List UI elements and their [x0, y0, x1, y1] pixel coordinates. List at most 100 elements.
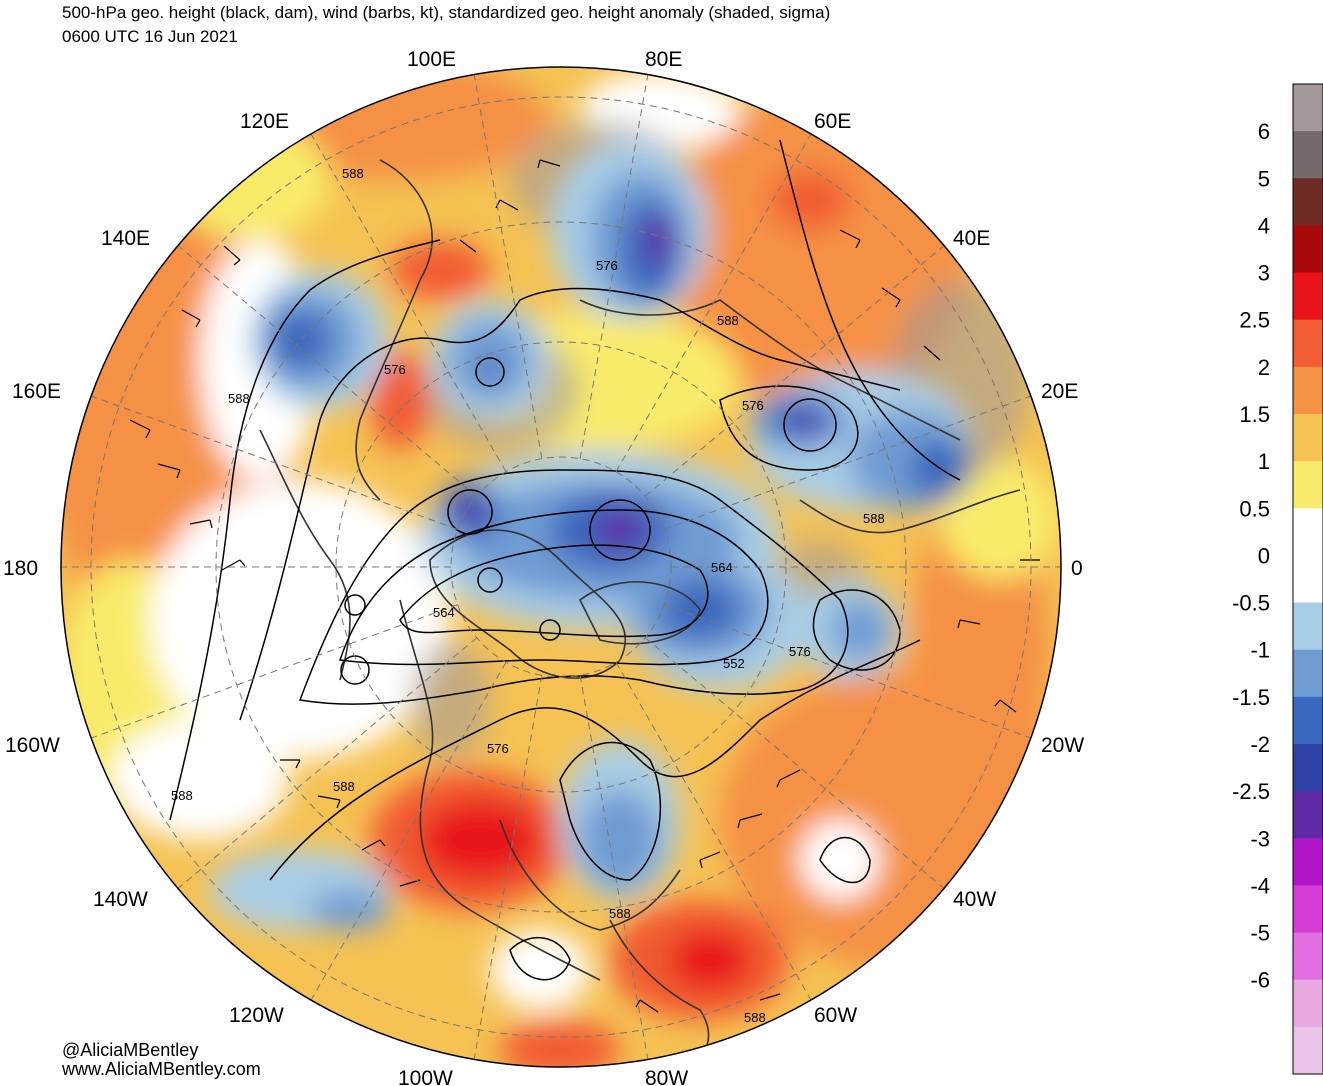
colorbar-label: 6: [1258, 119, 1270, 144]
colorbar-swatch: [1293, 508, 1323, 556]
height-contours: [169, 139, 961, 981]
lon-label-100w: 100W: [398, 1067, 453, 1086]
colorbar-swatch: [1293, 932, 1323, 981]
colorbar-label: 0: [1258, 543, 1270, 568]
colorbar-swatch: [1293, 1026, 1323, 1075]
lon-label-0: 0: [1071, 557, 1083, 580]
map-title: 500-hPa geo. height (black, dam), wind (…: [62, 3, 831, 22]
meridian-line: [177, 245, 478, 497]
lon-label-100e: 100E: [407, 48, 456, 71]
colorbar-label: -5: [1250, 921, 1270, 946]
colorbar-label: -6: [1250, 968, 1270, 993]
meridian-line: [177, 637, 478, 889]
meridian-line: [579, 675, 649, 1060]
lon-label-160e: 160E: [12, 380, 61, 403]
meridian-line: [310, 662, 507, 1001]
colorbar-swatch: [1293, 791, 1323, 839]
colorbar-swatch: [1293, 602, 1323, 651]
contour-label: 576: [742, 398, 764, 413]
lon-label-40w: 40W: [953, 888, 996, 911]
contour-label: 588: [171, 788, 193, 803]
colorbar-swatch: [1293, 649, 1323, 698]
colorbar-swatch: [1293, 84, 1323, 132]
colorbar-swatch: [1293, 696, 1323, 745]
contour-label: 588: [333, 779, 355, 794]
contour-label: 564: [433, 605, 455, 620]
meridian-line: [90, 395, 458, 530]
colorbar-swatch: [1293, 178, 1323, 226]
meridian-line: [310, 133, 507, 472]
lon-label-80e: 80E: [645, 48, 682, 71]
colorbar-swatch: [1293, 838, 1323, 886]
colorbar-frame: [1292, 83, 1323, 1075]
meridian-line: [473, 74, 543, 459]
map-border: [60, 66, 1062, 1068]
meridian-line: [664, 395, 1032, 530]
colorbar-label: -0.5: [1232, 591, 1270, 616]
contour-label: 564: [711, 560, 733, 575]
colorbar-swatch: [1293, 414, 1323, 462]
contour-label: 588: [863, 511, 885, 526]
contour-label: 588: [744, 1010, 766, 1025]
colorbar: 6 5 4 3 2.5 2 1.5 1 0.5 0 -0.5 -1 -1.5 -2 -2.5 -3 -4 -5 -6: [1232, 83, 1323, 1075]
lon-label-60e: 60E: [814, 110, 851, 133]
colorbar-label: 5: [1258, 166, 1270, 191]
colorbar-swatch: [1293, 461, 1323, 509]
colorbar-swatch: [1293, 885, 1323, 934]
meridian-line: [664, 604, 1032, 739]
meridian-line: [644, 637, 945, 889]
lon-label-80w: 80W: [645, 1067, 688, 1086]
colorbar-label: 3: [1258, 261, 1270, 286]
meridian-line: [473, 675, 543, 1060]
colorbar-swatch: [1293, 366, 1323, 415]
colorbar-label: 2.5: [1239, 308, 1270, 333]
contour-label: 588: [609, 906, 631, 921]
contour-label: 576: [596, 258, 618, 273]
colorbar-swatch: [1293, 225, 1323, 274]
contour-label: 576: [384, 362, 406, 377]
contour-labels: 588 576 576 588 588 576 588 564 564 552 …: [171, 166, 885, 1025]
lon-label-180: 180: [3, 557, 38, 580]
credit-website: www.AliciaMBentley.com: [62, 1059, 261, 1079]
anomaly-shading: [61, 67, 1061, 1067]
lon-label-140e: 140E: [101, 227, 150, 250]
contour-label: 576: [487, 741, 509, 756]
colorbar-label: 1.5: [1239, 402, 1270, 427]
credit-handle: @AliciaMBentley: [62, 1040, 199, 1060]
contour-label: 552: [723, 656, 745, 671]
colorbar-label: -2.5: [1232, 779, 1270, 804]
meridian-line: [615, 133, 812, 472]
lon-label-120w: 120W: [229, 1004, 284, 1027]
contour-label: 576: [789, 644, 811, 659]
lon-label-120e: 120E: [240, 110, 289, 133]
colorbar-swatch: [1293, 555, 1323, 604]
contour-label: 588: [228, 391, 250, 406]
colorbar-label: 0.5: [1239, 496, 1270, 521]
colorbar-swatch: [1293, 131, 1323, 179]
meridian-line: [644, 245, 945, 497]
colorbar-label: -4: [1250, 873, 1270, 898]
contour-label: 588: [342, 166, 364, 181]
colorbar-swatch: [1293, 979, 1323, 1028]
meridian-line: [615, 662, 812, 1001]
colorbar-swatch: [1293, 272, 1323, 321]
lon-label-20e: 20E: [1041, 380, 1078, 403]
longitude-labels: 100E 80E 120E 60E 140E 40E 160E 20E 180 …: [3, 48, 1084, 1086]
lon-label-160w: 160W: [5, 734, 60, 757]
map-valid-time: 0600 UTC 16 Jun 2021: [62, 27, 238, 46]
lon-label-40e: 40E: [953, 227, 990, 250]
colorbar-swatch: [1293, 319, 1323, 368]
meridian-line: [579, 74, 649, 459]
contour-label: 588: [717, 313, 739, 328]
colorbar-label: -1.5: [1232, 685, 1270, 710]
colorbar-label: 2: [1258, 355, 1270, 380]
graticule: [61, 74, 1061, 1060]
lon-label-60w: 60W: [814, 1004, 857, 1027]
colorbar-label: -2: [1250, 732, 1270, 757]
lon-label-140w: 140W: [93, 888, 148, 911]
colorbar-label: 1: [1258, 449, 1270, 474]
colorbar-label: -3: [1250, 826, 1270, 851]
colorbar-swatch: [1293, 744, 1323, 792]
colorbar-label: 4: [1258, 213, 1270, 238]
